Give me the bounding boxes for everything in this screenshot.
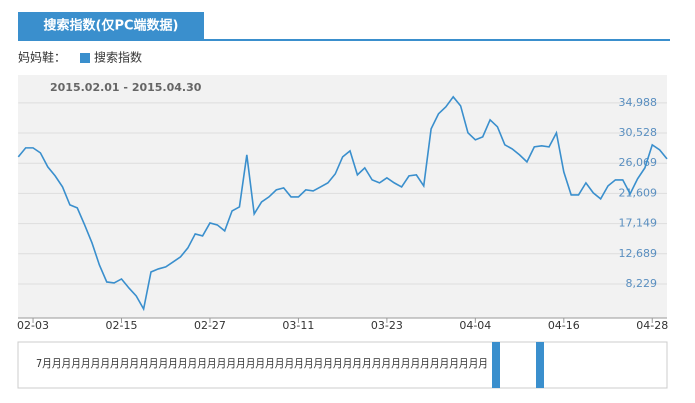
- legend-label[interactable]: 搜索指数: [94, 50, 142, 65]
- tab-label[interactable]: 搜索指数(仅PC端数据): [44, 18, 179, 34]
- y-tick-label: 30,528: [619, 126, 658, 139]
- y-tick-label: 21,609: [619, 186, 658, 199]
- keyword: 妈妈鞋：: [18, 50, 66, 65]
- nav-handle[interactable]: [536, 342, 544, 388]
- y-tick-label: 17,149: [619, 217, 658, 230]
- navigator[interactable]: [17, 341, 668, 389]
- x-tick-label: 03-23: [371, 319, 403, 332]
- navigator-label: 7月月月月月月月月月月月月月月月月月月月月月月月月月月月月月月月月月月月月月月月…: [36, 357, 488, 370]
- date-range: 2015.02.01 - 2015.04.30: [50, 81, 202, 94]
- x-tick-label: 04-04: [459, 319, 491, 332]
- x-tick-label: 03-11: [282, 319, 314, 332]
- y-tick-label: 34,988: [619, 96, 658, 109]
- y-tick-label: 8,229: [626, 277, 658, 290]
- nav-handle[interactable]: [492, 342, 500, 388]
- chart: 8,229 12,689 17,149 21,609 26,069 30,528 34,98…: [17, 95, 668, 332]
- x-tick-label: 04-16: [548, 319, 580, 332]
- y-tick-label: 12,689: [619, 247, 658, 260]
- x-tick-label: 02-27: [194, 319, 226, 332]
- x-tick-label: 04-28: [636, 319, 668, 332]
- legend-swatch: [80, 53, 90, 63]
- x-tick-label: 02-03: [17, 319, 49, 332]
- y-tick-label: 26,069: [619, 156, 658, 169]
- tab[interactable]: [18, 12, 204, 40]
- plot-bg: [18, 75, 667, 318]
- line: [17, 95, 668, 312]
- x-tick-label: 02-15: [106, 319, 138, 332]
